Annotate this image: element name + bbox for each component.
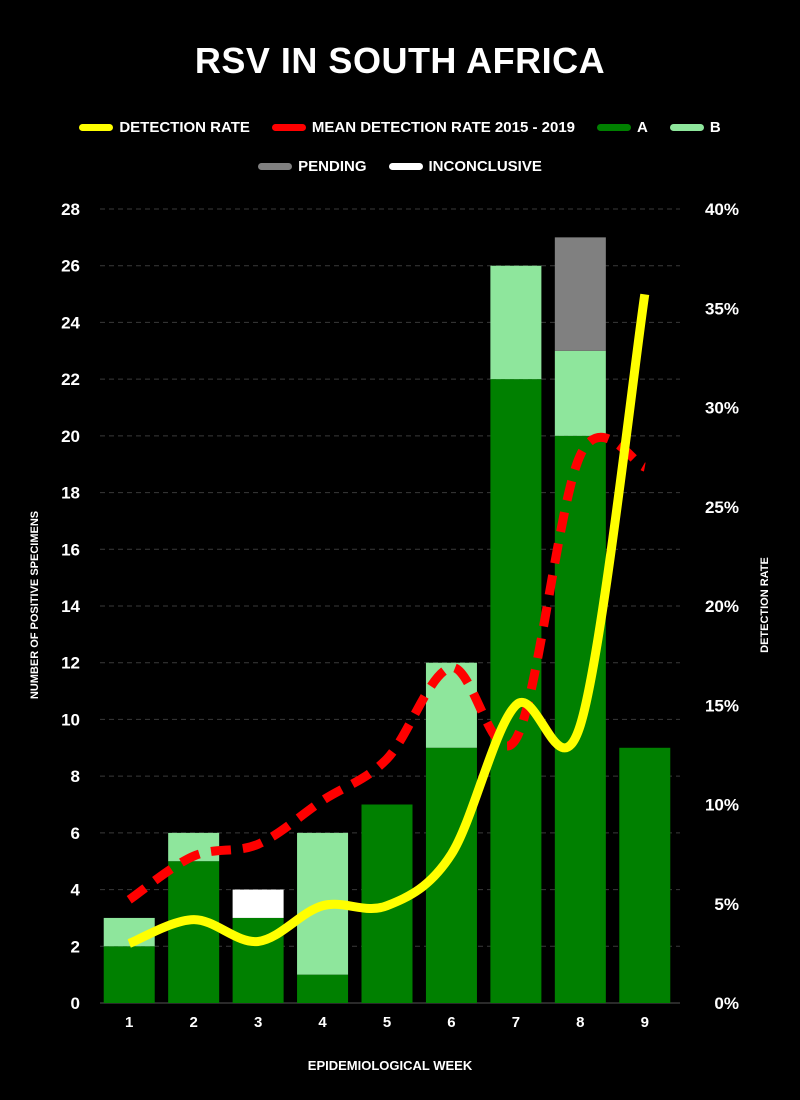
legend-item-a: A — [597, 119, 648, 136]
bar-b — [490, 265, 542, 380]
y-tick-label: 28 — [61, 200, 80, 219]
y2-tick-label: 0% — [714, 994, 739, 1013]
y-tick-label: 26 — [61, 257, 80, 276]
bar-a — [619, 747, 671, 1003]
legend-label-inconclusive: INCONCLUSIVE — [428, 158, 542, 175]
legend-swatch-detection-rate — [79, 124, 114, 131]
y-tick-label: 0 — [71, 994, 80, 1013]
legend-item-b: B — [669, 119, 721, 136]
line-detection-rate — [127, 293, 650, 948]
y-tick-label: 10 — [61, 710, 80, 729]
bar-a — [168, 861, 220, 1003]
bar-b — [554, 350, 606, 436]
lines-layer — [126, 293, 650, 948]
line-mean-detection-rate-2015-2019 — [126, 433, 647, 904]
bar-a — [297, 974, 349, 1003]
y2-tick-label: 30% — [705, 399, 739, 418]
y2-tick-label: 10% — [705, 796, 739, 815]
legend-label-mean-detection-rate: MEAN DETECTION RATE 2015 - 2019 — [311, 119, 575, 136]
y2-axis-title: DETECTION RATE — [759, 557, 771, 653]
y-tick-label: 8 — [71, 767, 80, 786]
legend-label-b: B — [709, 119, 721, 136]
y-axis-title: NUMBER OF POSITIVE SPECIMENS — [29, 511, 41, 699]
y-tick-label: 18 — [61, 484, 80, 503]
legend-swatch-inconclusive — [388, 163, 423, 170]
legend-item-pending: PENDING — [258, 158, 367, 175]
x-axis-title: EPIDEMIOLOGICAL WEEK — [308, 1058, 473, 1073]
x-tick-label: 6 — [447, 1014, 455, 1031]
x-tick-label: 9 — [641, 1014, 649, 1031]
y-tick-label: 12 — [61, 654, 80, 673]
legend-row-1: DETECTION RATE MEAN DETECTION RATE 2015 … — [0, 119, 800, 136]
y2-tick-label: 35% — [705, 299, 739, 318]
legend-label-a: A — [637, 119, 648, 136]
x-tick-label: 4 — [318, 1014, 327, 1031]
x-tick-label: 8 — [576, 1014, 584, 1031]
legend-swatch-pending — [258, 163, 293, 170]
x-tick-label: 3 — [254, 1014, 262, 1031]
x-tick-label: 2 — [189, 1014, 197, 1031]
y-tick-label: 4 — [71, 881, 81, 900]
legend-item-detection-rate: DETECTION RATE — [79, 119, 250, 136]
y-tick-label: 16 — [61, 540, 80, 559]
legend-swatch-mean-detection-rate — [271, 124, 306, 131]
y2-tick-label: 25% — [705, 498, 739, 517]
bar-pending — [554, 237, 606, 351]
y-tick-label: 6 — [71, 824, 80, 843]
legend-item-mean-detection-rate: MEAN DETECTION RATE 2015 - 2019 — [271, 119, 575, 136]
x-tick-label: 5 — [383, 1014, 391, 1031]
y-tick-label: 14 — [61, 597, 80, 616]
legend-swatch-a — [597, 124, 631, 131]
y-tick-label: 20 — [61, 427, 80, 446]
y-tick-label: 24 — [61, 313, 80, 332]
bar-inconclusive — [232, 889, 284, 918]
legend-label-pending: PENDING — [298, 158, 367, 175]
y2-tick-label: 15% — [705, 696, 739, 715]
y2-tick-label: 5% — [714, 895, 739, 914]
legend-swatch-b — [669, 124, 704, 131]
y2-tick-label: 40% — [705, 200, 739, 219]
x-tick-label: 1 — [125, 1014, 133, 1031]
y2-tick-label: 20% — [705, 597, 739, 616]
y-tick-label: 22 — [61, 370, 80, 389]
legend-row-2: PENDING INCONCLUSIVE — [0, 158, 800, 175]
y-tick-label: 2 — [71, 937, 80, 956]
bars-layer — [103, 237, 671, 1004]
ticks-layer: 02468101214161820222426280%5%10%15%20%25… — [61, 200, 739, 1031]
chart-title: RSV IN SOUTH AFRICA — [194, 40, 606, 81]
x-tick-label: 7 — [512, 1014, 520, 1031]
legend-item-inconclusive: INCONCLUSIVE — [388, 158, 542, 175]
bar-a — [490, 379, 542, 1004]
bar-a — [103, 946, 155, 1003]
legend-label-detection-rate: DETECTION RATE — [119, 119, 250, 136]
